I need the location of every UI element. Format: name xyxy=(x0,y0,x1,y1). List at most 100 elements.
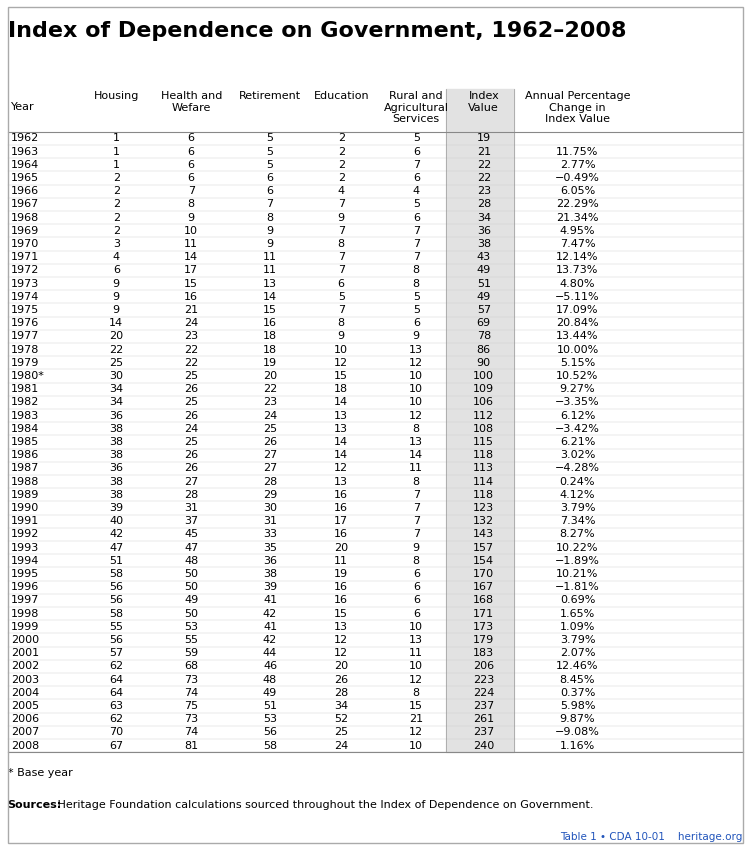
Text: 167: 167 xyxy=(473,582,494,592)
Text: 27: 27 xyxy=(184,477,198,486)
Text: 38: 38 xyxy=(110,424,123,434)
Text: 20: 20 xyxy=(263,371,277,381)
Text: 49: 49 xyxy=(477,265,490,275)
Text: 1992: 1992 xyxy=(11,530,40,540)
Text: 45: 45 xyxy=(184,530,198,540)
Text: 42: 42 xyxy=(262,635,278,645)
Text: 100: 100 xyxy=(473,371,494,381)
Text: 38: 38 xyxy=(110,490,123,500)
Text: 8: 8 xyxy=(413,556,420,566)
Text: 1990: 1990 xyxy=(11,503,40,513)
Text: 237: 237 xyxy=(473,701,494,711)
Text: 1993: 1993 xyxy=(11,542,40,552)
Text: 57: 57 xyxy=(110,649,123,658)
Text: 22: 22 xyxy=(477,173,490,183)
Text: 51: 51 xyxy=(110,556,123,566)
Text: 49: 49 xyxy=(477,292,490,302)
Text: 23: 23 xyxy=(263,398,277,407)
Text: 14: 14 xyxy=(334,398,348,407)
Text: 55: 55 xyxy=(110,622,123,632)
Text: 143: 143 xyxy=(473,530,494,540)
Text: 22.29%: 22.29% xyxy=(556,200,598,209)
Text: 2007: 2007 xyxy=(11,728,40,738)
Text: 16: 16 xyxy=(184,292,198,302)
Text: 1966: 1966 xyxy=(11,186,39,196)
Text: 56: 56 xyxy=(110,596,123,605)
Text: 240: 240 xyxy=(473,740,494,751)
Text: 21: 21 xyxy=(410,714,423,724)
Text: 15: 15 xyxy=(334,371,348,381)
Text: 11.75%: 11.75% xyxy=(556,146,598,156)
Text: 64: 64 xyxy=(110,688,123,698)
Text: 18: 18 xyxy=(334,384,348,394)
Text: 9: 9 xyxy=(112,305,120,315)
Text: 1991: 1991 xyxy=(11,516,40,526)
Text: 5.15%: 5.15% xyxy=(560,358,596,368)
Text: 6.12%: 6.12% xyxy=(560,411,596,421)
Text: 26: 26 xyxy=(334,675,348,684)
Text: 14: 14 xyxy=(334,437,348,447)
Text: 41: 41 xyxy=(263,596,277,605)
Text: 7: 7 xyxy=(413,530,420,540)
Text: 12: 12 xyxy=(334,463,348,473)
Text: 6: 6 xyxy=(266,186,274,196)
Text: 10: 10 xyxy=(410,622,423,632)
Text: Rural and
Agricultural
Services: Rural and Agricultural Services xyxy=(384,91,448,124)
Text: 9: 9 xyxy=(266,226,274,235)
Text: 78: 78 xyxy=(477,332,490,342)
Text: 224: 224 xyxy=(473,688,494,698)
Text: 73: 73 xyxy=(184,675,198,684)
Text: 9: 9 xyxy=(188,212,195,223)
Text: 47: 47 xyxy=(110,542,123,552)
Text: 1989: 1989 xyxy=(11,490,40,500)
Text: 30: 30 xyxy=(263,503,277,513)
Text: 7: 7 xyxy=(338,200,345,209)
Text: 18: 18 xyxy=(263,332,277,342)
Text: 46: 46 xyxy=(263,661,277,672)
Text: 2: 2 xyxy=(338,173,345,183)
Text: 0.24%: 0.24% xyxy=(560,477,596,486)
Text: 15: 15 xyxy=(184,279,198,288)
Text: 26: 26 xyxy=(184,463,198,473)
Text: 1962: 1962 xyxy=(11,133,40,144)
Text: 1982: 1982 xyxy=(11,398,40,407)
Text: 2: 2 xyxy=(112,212,120,223)
Text: 17.09%: 17.09% xyxy=(556,305,598,315)
Text: 2: 2 xyxy=(338,160,345,170)
Text: 1965: 1965 xyxy=(11,173,39,183)
Text: 157: 157 xyxy=(473,542,494,552)
Text: 69: 69 xyxy=(477,318,490,328)
Text: 16: 16 xyxy=(334,503,348,513)
Text: 8: 8 xyxy=(413,688,420,698)
Text: 24: 24 xyxy=(184,424,198,434)
Text: 6: 6 xyxy=(413,146,420,156)
Text: 1987: 1987 xyxy=(11,463,40,473)
Text: 1976: 1976 xyxy=(11,318,40,328)
Text: 1964: 1964 xyxy=(11,160,40,170)
Text: 5: 5 xyxy=(413,292,420,302)
Text: 58: 58 xyxy=(110,609,123,619)
Text: 15: 15 xyxy=(334,609,348,619)
Text: −9.08%: −9.08% xyxy=(555,728,600,738)
Text: 6: 6 xyxy=(413,609,420,619)
Text: 25: 25 xyxy=(263,424,277,434)
Text: 56: 56 xyxy=(263,728,277,738)
Text: 28: 28 xyxy=(334,688,348,698)
Text: 8.27%: 8.27% xyxy=(560,530,596,540)
Text: 75: 75 xyxy=(184,701,198,711)
Text: 15: 15 xyxy=(263,305,277,315)
Text: 123: 123 xyxy=(473,503,494,513)
Text: 183: 183 xyxy=(473,649,494,658)
Text: 24: 24 xyxy=(262,411,278,421)
Text: 1978: 1978 xyxy=(11,344,40,354)
Text: 9: 9 xyxy=(338,212,345,223)
Text: Heritage Foundation calculations sourced throughout the Index of Dependence on G: Heritage Foundation calculations sourced… xyxy=(54,800,593,810)
Text: 7: 7 xyxy=(413,160,420,170)
Text: 10: 10 xyxy=(410,398,423,407)
Text: 1984: 1984 xyxy=(11,424,40,434)
Text: 8: 8 xyxy=(413,477,420,486)
Text: 19: 19 xyxy=(334,569,348,579)
Text: 2008: 2008 xyxy=(11,740,40,751)
Text: * Base year: * Base year xyxy=(8,768,72,778)
Text: 68: 68 xyxy=(184,661,198,672)
